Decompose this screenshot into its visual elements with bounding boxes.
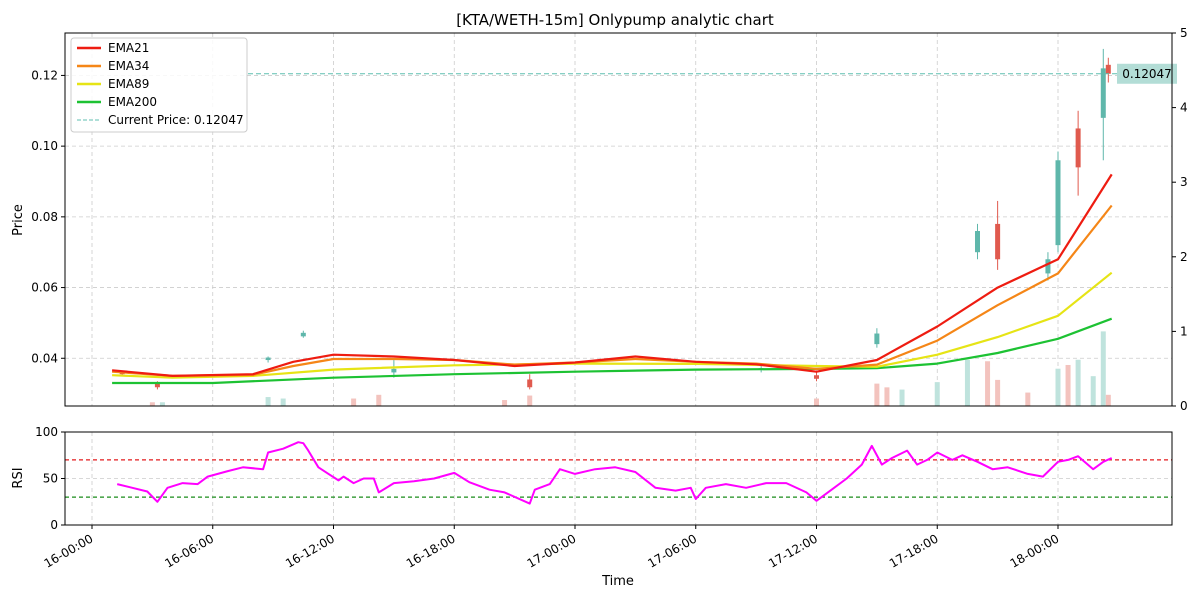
price-tick-label: 0.12 bbox=[31, 68, 58, 82]
volume-tick-label: 4 bbox=[1180, 101, 1188, 115]
volume-bar bbox=[1105, 394, 1111, 406]
candle-body bbox=[154, 383, 160, 388]
legend-label: EMA89 bbox=[108, 77, 149, 91]
candle-body bbox=[527, 379, 533, 388]
volume-bar bbox=[934, 382, 940, 406]
candle-body bbox=[995, 223, 1001, 260]
volume-bar bbox=[995, 379, 1001, 406]
volume-bar bbox=[964, 359, 970, 406]
candle-body bbox=[814, 375, 819, 379]
rsi-series bbox=[65, 441, 1172, 505]
chart-title: [KTA/WETH-15m] Onlypump analytic chart bbox=[456, 11, 774, 29]
price-axis: 0.04 0.06 0.08 0.10 0.12 bbox=[31, 68, 65, 365]
candle-body bbox=[874, 333, 880, 345]
legend-label: EMA34 bbox=[108, 59, 149, 73]
candle-body bbox=[1105, 64, 1111, 74]
volume-bar bbox=[1025, 392, 1031, 406]
volume-tick-label: 3 bbox=[1180, 175, 1188, 189]
volume-bar bbox=[1055, 368, 1061, 406]
rsi-tick-label: 0 bbox=[50, 518, 58, 532]
main-plot-frame bbox=[64, 32, 1173, 407]
volume-bar bbox=[1090, 376, 1096, 406]
volume-bar bbox=[985, 361, 991, 406]
legend-label: Current Price: 0.12047 bbox=[108, 113, 244, 127]
current-price-line: 0.12047 bbox=[248, 63, 1177, 84]
candle-body bbox=[265, 357, 271, 361]
price-tick-label: 0.06 bbox=[31, 281, 58, 295]
current-price-tag-label: 0.12047 bbox=[1122, 67, 1172, 81]
candlestick-series bbox=[119, 48, 1111, 390]
volume-bar bbox=[1075, 359, 1081, 406]
rsi-tick-label: 100 bbox=[35, 425, 58, 439]
ema-lines bbox=[111, 173, 1113, 385]
chart-legend: EMA21 EMA34 EMA89 EMA200 Current Price: 0.12… bbox=[70, 37, 248, 133]
volume-bar bbox=[149, 402, 155, 406]
rsi-axis: 0 50 100 bbox=[35, 425, 65, 532]
candle-body bbox=[975, 230, 980, 253]
volume-bar bbox=[502, 400, 508, 406]
price-tick-label: 0.04 bbox=[31, 351, 58, 365]
volume-bar bbox=[527, 395, 533, 406]
rsi-line bbox=[116, 441, 1113, 505]
legend-box bbox=[70, 37, 248, 133]
candle-body bbox=[300, 332, 306, 337]
time-axis-label: Time bbox=[601, 574, 634, 589]
candle-body bbox=[1100, 68, 1106, 118]
volume-bar bbox=[884, 387, 890, 406]
price-tick-label: 0.08 bbox=[31, 210, 58, 224]
legend-label: EMA200 bbox=[108, 95, 157, 109]
candle-body bbox=[1055, 160, 1061, 246]
volume-bar bbox=[159, 402, 165, 406]
volume-bar bbox=[376, 394, 382, 406]
volume-bar bbox=[1100, 331, 1106, 406]
volume-tick-label: 2 bbox=[1180, 250, 1188, 264]
volume-bar bbox=[874, 383, 880, 406]
volume-bar bbox=[265, 397, 271, 406]
candle-body bbox=[391, 368, 397, 373]
volume-bar bbox=[899, 389, 905, 406]
volume-bar bbox=[1065, 364, 1071, 406]
volume-bar bbox=[280, 398, 286, 406]
ema200-line bbox=[112, 317, 1113, 385]
volume-tick-label: 5 bbox=[1180, 26, 1188, 40]
legend-label: EMA21 bbox=[108, 41, 149, 55]
ema34-line bbox=[112, 204, 1113, 377]
volume-bars bbox=[149, 331, 1111, 406]
volume-tick-label: 1 bbox=[1180, 324, 1188, 338]
candle-body bbox=[1075, 128, 1081, 168]
volume-axis: 0 1 2 3 4 5 bbox=[1172, 26, 1188, 413]
volume-tick-label: 0 bbox=[1180, 399, 1188, 413]
ema21-line bbox=[111, 173, 1113, 377]
volume-bar bbox=[351, 398, 357, 406]
rsi-axis-label: RSI bbox=[11, 467, 26, 488]
price-tick-label: 0.10 bbox=[31, 139, 58, 153]
volume-bar bbox=[814, 398, 819, 406]
price-axis-label: Price bbox=[11, 204, 26, 236]
rsi-tick-label: 50 bbox=[43, 472, 58, 486]
candle-body bbox=[1045, 259, 1051, 274]
main-grid bbox=[65, 33, 1172, 406]
current-price-tag bbox=[1117, 63, 1177, 84]
